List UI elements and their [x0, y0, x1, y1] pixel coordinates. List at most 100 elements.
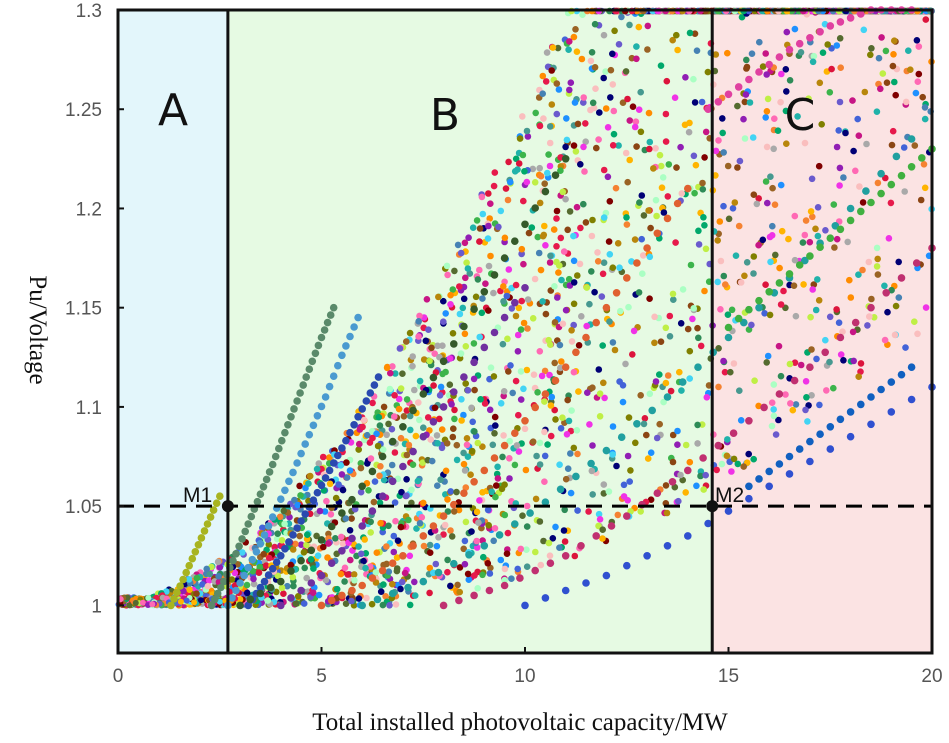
series-arc-3-point [612, 289, 621, 297]
series-upper-3-point [785, 452, 794, 461]
scatter-point [921, 104, 929, 111]
scatter-point [388, 425, 396, 433]
scatter-point [651, 339, 658, 347]
series-arc-1-point [368, 467, 377, 476]
scatter-point [434, 342, 441, 350]
scatter-point [451, 267, 458, 275]
scatter-point [492, 493, 499, 501]
scatter-point [482, 280, 489, 288]
scatter-point [606, 198, 614, 205]
scatter-point [528, 224, 536, 231]
series-steep-1-point [244, 520, 252, 528]
scatter-point [715, 345, 722, 352]
scatter-point [759, 236, 767, 244]
scatter-point [629, 103, 637, 110]
scatter-point [860, 26, 868, 34]
scatter-point [724, 49, 731, 57]
series-arc-5-point [821, 348, 829, 357]
scatter-point [419, 459, 427, 467]
scatter-point [449, 286, 457, 293]
scatter-point [300, 600, 308, 607]
series-arc-5-point [684, 466, 692, 475]
scatter-point [497, 400, 505, 407]
scatter-point [662, 482, 670, 489]
scatter-point [591, 288, 598, 296]
scatter-point [625, 414, 633, 421]
scatter-point [504, 529, 512, 537]
series-arc-5-point [531, 566, 539, 575]
series-steep-4-point [264, 571, 273, 579]
scatter-point [360, 557, 367, 565]
scatter-point [826, 358, 833, 366]
scatter-point [836, 164, 844, 172]
scatter-point [321, 508, 329, 515]
series-arc-2-point [378, 492, 387, 501]
scatter-point [888, 141, 896, 149]
scatter-point [687, 261, 695, 269]
scatter-point [686, 29, 694, 37]
scatter-point [313, 465, 321, 473]
scatter-point [409, 353, 417, 360]
scatter-point [790, 282, 798, 290]
scatter-point [830, 384, 837, 392]
scatter-point [491, 525, 499, 532]
scatter-point [628, 258, 635, 265]
series-arc-4-point [388, 589, 397, 598]
series-steep-1-point [302, 373, 311, 381]
series-arc-2-point [297, 586, 305, 595]
scatter-point [609, 50, 616, 58]
scatter-point [472, 293, 480, 301]
series-steep-1-point [290, 405, 298, 413]
scatter-point [149, 601, 156, 608]
scatter-point [356, 440, 363, 448]
scatter-point [506, 437, 513, 445]
series-arc-5-point [592, 532, 600, 540]
scatter-point [415, 318, 423, 325]
scatter-point [297, 541, 305, 548]
scatter-point [416, 312, 423, 320]
series-arc-4-point [465, 551, 473, 559]
scatter-point [828, 65, 835, 73]
series-steep-3-point [167, 601, 175, 610]
scatter-point [553, 207, 561, 215]
scatter-point [536, 348, 544, 355]
scatter-point [463, 259, 470, 267]
scatter-point [566, 86, 573, 94]
series-arc-1-point [470, 305, 478, 314]
scatter-point [731, 199, 739, 206]
scatter-point [812, 306, 820, 314]
series-steep-1-point [326, 311, 335, 319]
scatter-point [389, 363, 396, 370]
scatter-point [873, 244, 881, 252]
scatter-point [548, 101, 556, 108]
scatter-point [409, 461, 417, 469]
series-arc-4-point [846, 204, 855, 213]
scatter-point [520, 197, 527, 205]
series-arc-5-point [668, 478, 677, 486]
series-arc-1-point [409, 406, 417, 415]
scatter-point [730, 455, 738, 463]
scatter-point [387, 369, 394, 377]
scatter-point [609, 142, 617, 149]
series-upper-3-point [765, 467, 773, 476]
series-steep-2-point [342, 342, 350, 350]
series-upper-1-point [755, 68, 763, 76]
series-arc-5-point [516, 574, 524, 582]
series-arc-3-point [602, 303, 611, 312]
scatter-point [553, 110, 561, 118]
scatter-point [411, 592, 419, 599]
series-arc-4-point [694, 363, 702, 372]
scatter-point [647, 449, 655, 457]
scatter-point [589, 99, 597, 107]
series-steep-2-point [289, 468, 297, 477]
scatter-point [362, 564, 369, 572]
series-steep-4-point [366, 389, 375, 397]
scatter-point [541, 222, 548, 230]
marker-m2-point [706, 500, 719, 513]
scatter-point [216, 598, 223, 605]
scatter-point [443, 440, 451, 447]
scatter-point [440, 318, 447, 326]
series-steep-1-point [232, 550, 240, 558]
series-arc-4-point [434, 568, 443, 577]
scatter-point [337, 462, 345, 469]
